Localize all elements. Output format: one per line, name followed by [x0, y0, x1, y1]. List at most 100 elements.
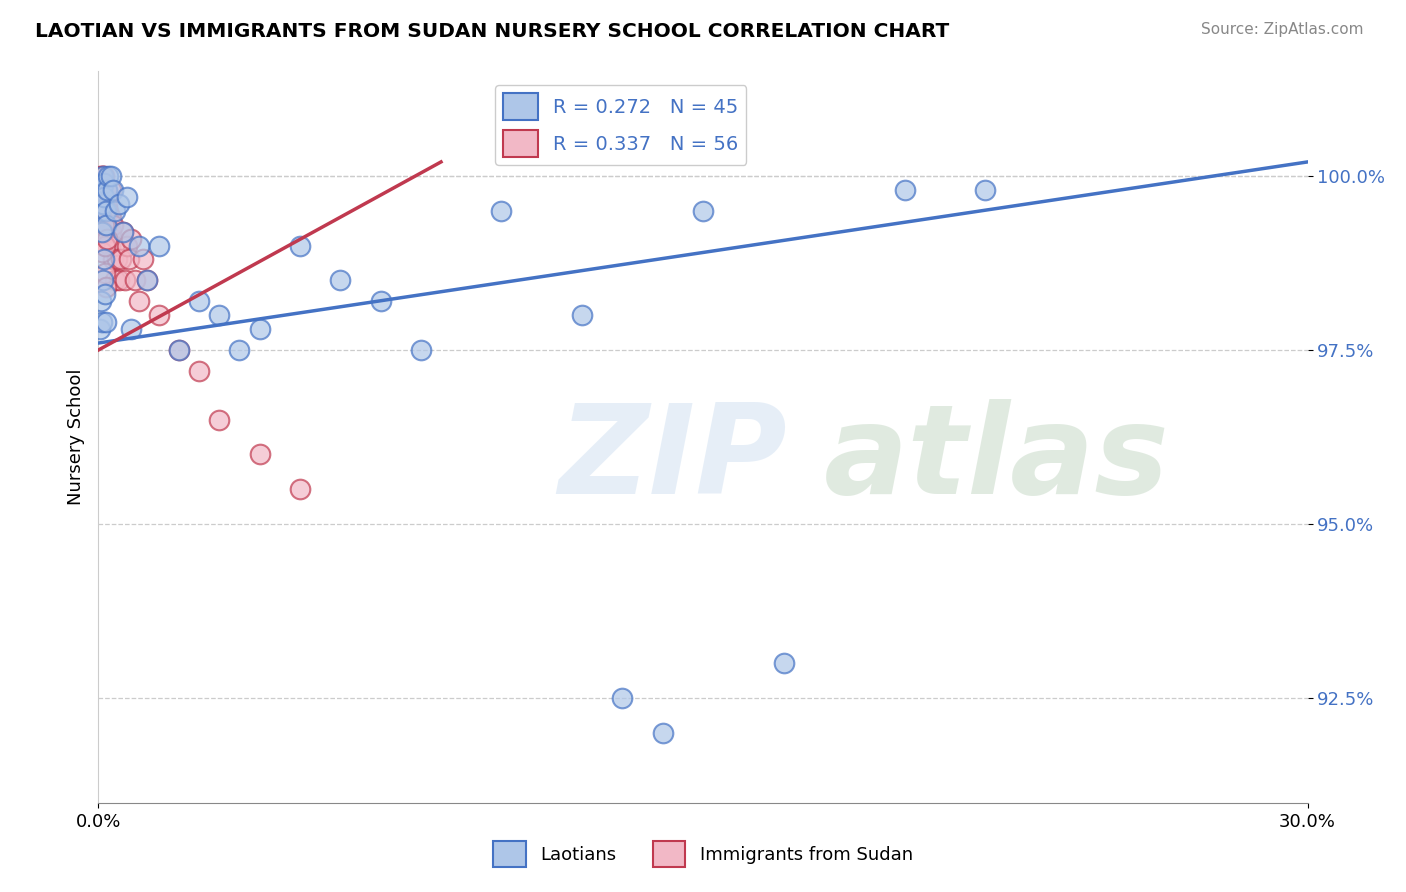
Point — [90, 169, 112, 183]
Point — [105, 252, 128, 267]
Point — [91, 176, 114, 190]
Point — [89, 183, 111, 197]
Point — [91, 196, 114, 211]
Point — [120, 231, 142, 245]
Y-axis label: Nursery School: Nursery School — [66, 368, 84, 506]
Point — [107, 196, 129, 211]
Point — [93, 183, 115, 197]
Point — [94, 203, 117, 218]
Point — [94, 280, 117, 294]
Point — [91, 315, 114, 329]
Point — [208, 412, 231, 426]
Point — [94, 266, 117, 280]
Point — [100, 183, 122, 197]
Point — [115, 238, 138, 252]
Point — [288, 238, 311, 252]
Point — [110, 252, 132, 267]
Point — [94, 203, 117, 218]
Point — [91, 225, 114, 239]
Point — [111, 225, 134, 239]
Point — [124, 273, 146, 287]
Point — [974, 183, 997, 197]
Point — [491, 203, 513, 218]
Legend: R = 0.272   N = 45, R = 0.337   N = 56: R = 0.272 N = 45, R = 0.337 N = 56 — [495, 85, 747, 165]
Point — [91, 169, 114, 183]
Point — [114, 273, 136, 287]
Point — [89, 169, 111, 183]
Point — [97, 169, 120, 183]
Point — [101, 252, 124, 267]
Point — [90, 176, 112, 190]
Point — [107, 273, 129, 287]
Point — [94, 190, 117, 204]
Point — [93, 203, 115, 218]
Point — [100, 169, 122, 183]
Point — [93, 218, 115, 232]
Point — [692, 203, 714, 218]
Point — [91, 196, 114, 211]
Point — [249, 448, 271, 462]
Point — [97, 225, 120, 239]
Point — [93, 252, 115, 267]
Point — [93, 190, 115, 204]
Point — [651, 726, 673, 740]
Point — [91, 169, 114, 183]
Point — [89, 218, 111, 232]
Point — [90, 294, 112, 309]
Point — [93, 176, 115, 190]
Point — [96, 183, 118, 197]
Point — [93, 169, 115, 183]
Point — [135, 273, 157, 287]
Point — [329, 273, 352, 287]
Point — [148, 238, 170, 252]
Point — [89, 203, 111, 218]
Point — [208, 308, 231, 322]
Point — [118, 252, 141, 267]
Point — [188, 364, 211, 378]
Point — [167, 343, 190, 357]
Point — [128, 294, 150, 309]
Point — [89, 322, 111, 336]
Point — [128, 238, 150, 252]
Point — [93, 190, 115, 204]
Point — [100, 225, 122, 239]
Point — [96, 218, 118, 232]
Point — [103, 273, 125, 287]
Point — [90, 190, 112, 204]
Text: atlas: atlas — [824, 399, 1170, 519]
Point — [96, 196, 118, 211]
Point — [96, 218, 118, 232]
Point — [571, 308, 593, 322]
Point — [288, 483, 311, 497]
Point — [111, 225, 134, 239]
Point — [96, 231, 118, 245]
Point — [90, 225, 112, 239]
Point — [893, 183, 915, 197]
Point — [612, 691, 634, 706]
Point — [91, 273, 114, 287]
Point — [96, 211, 118, 225]
Point — [97, 203, 120, 218]
Point — [132, 252, 155, 267]
Point — [96, 183, 118, 197]
Point — [120, 322, 142, 336]
Point — [103, 203, 125, 218]
Point — [167, 343, 190, 357]
Point — [94, 238, 117, 252]
Point — [90, 203, 112, 218]
Point — [188, 294, 211, 309]
Point — [772, 657, 794, 671]
Point — [409, 343, 432, 357]
Text: ZIP: ZIP — [558, 399, 786, 519]
Point — [101, 218, 124, 232]
Point — [228, 343, 250, 357]
Point — [103, 238, 125, 252]
Legend: Laotians, Immigrants from Sudan: Laotians, Immigrants from Sudan — [486, 834, 920, 874]
Point — [91, 183, 114, 197]
Point — [98, 238, 121, 252]
Point — [91, 245, 114, 260]
Point — [94, 315, 117, 329]
Point — [91, 183, 114, 197]
Text: Source: ZipAtlas.com: Source: ZipAtlas.com — [1201, 22, 1364, 37]
Point — [94, 287, 117, 301]
